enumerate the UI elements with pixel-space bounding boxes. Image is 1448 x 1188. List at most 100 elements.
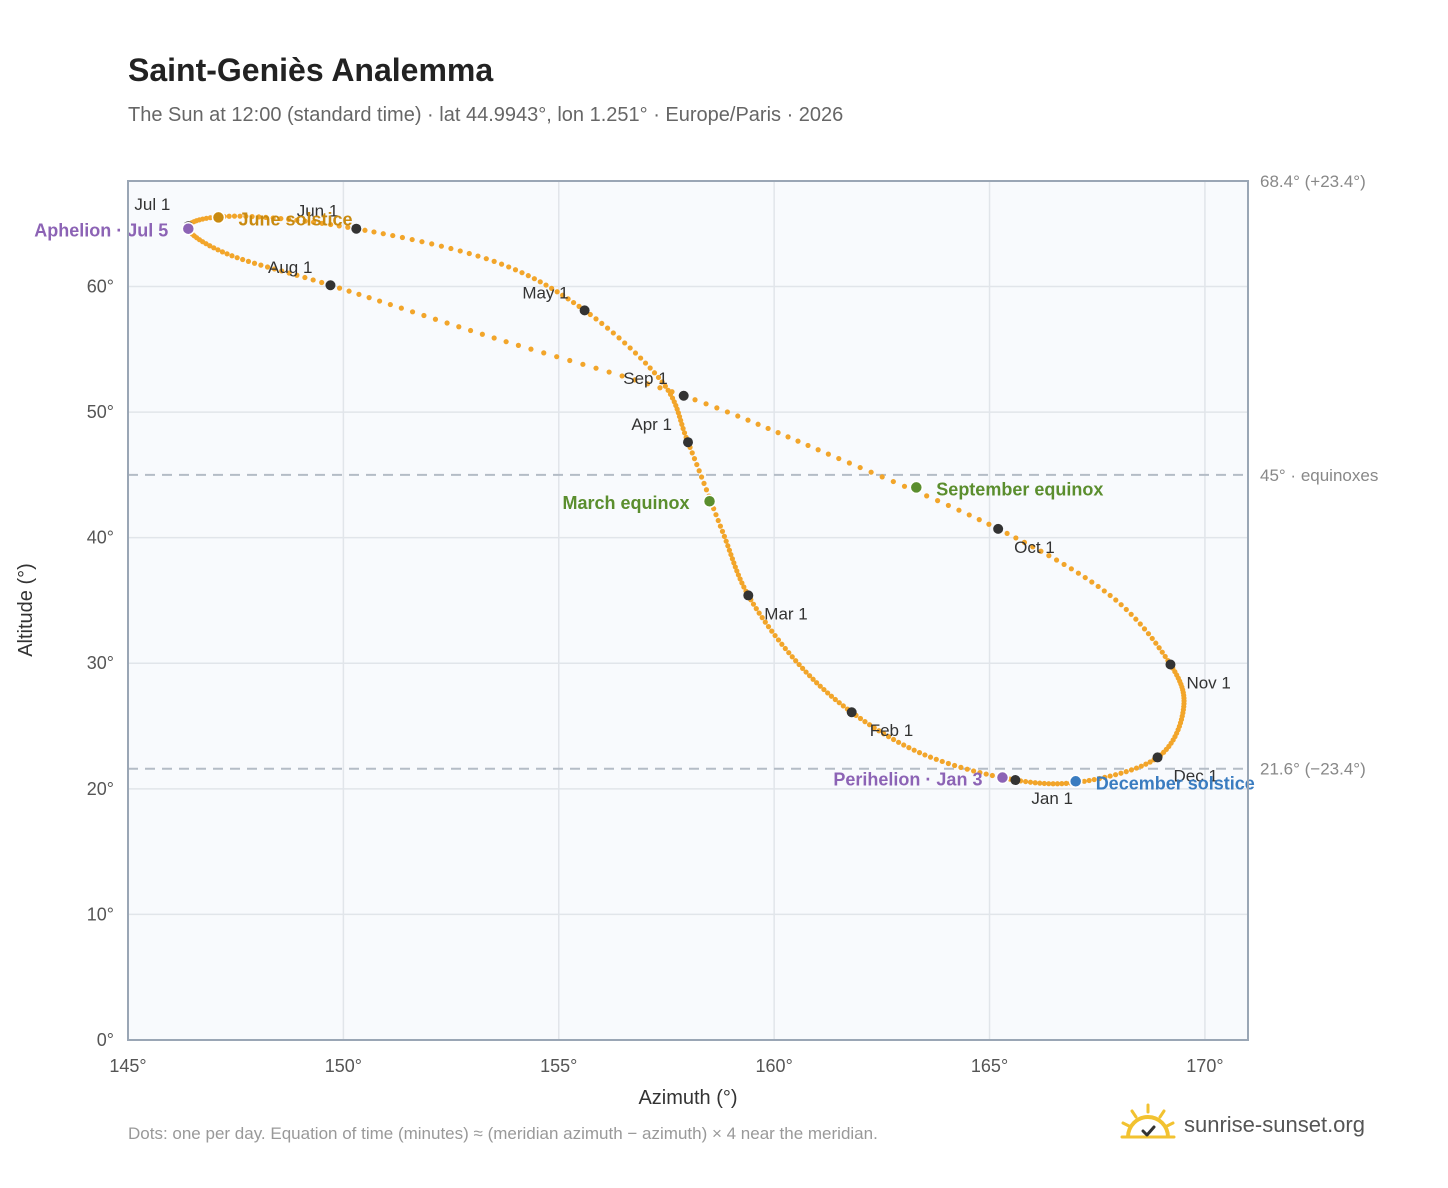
- daily-dot: [286, 270, 292, 276]
- daily-dot: [249, 213, 255, 220]
- daily-dot: [644, 381, 651, 387]
- daily-dot: [632, 377, 638, 383]
- daily-dot: [1030, 544, 1036, 550]
- daily-dot: [302, 274, 308, 281]
- daily-dot: [785, 434, 791, 440]
- daily-dot: [786, 650, 792, 656]
- daily-dot: [409, 236, 415, 243]
- daily-dot: [846, 460, 852, 466]
- daily-dot: [756, 610, 762, 616]
- daily-dot: [681, 430, 688, 436]
- reference-lines: 68.4° (+23.4°) 45° · equinoxes 21.6° (−23.…: [128, 172, 1378, 779]
- daily-dot: [606, 369, 612, 375]
- daily-dot: [1032, 780, 1038, 786]
- event-marker-label: September equinox: [936, 479, 1103, 499]
- daily-dot: [694, 461, 700, 468]
- daily-dot: [739, 580, 745, 586]
- daily-dot: [933, 756, 939, 762]
- daily-dot: [1102, 774, 1108, 780]
- daily-dot: [224, 251, 230, 257]
- daily-dot: [977, 769, 983, 776]
- plot-area: [128, 181, 1248, 1040]
- daily-dot: [398, 305, 404, 311]
- daily-dot: [1153, 640, 1159, 646]
- daily-dot: [328, 221, 334, 228]
- daily-dot: [945, 502, 951, 509]
- month-marker-label: Nov 1: [1186, 674, 1230, 693]
- daily-dot: [1037, 780, 1043, 786]
- daily-dot: [215, 247, 221, 253]
- daily-dot: [319, 220, 325, 226]
- daily-dot: [868, 469, 874, 475]
- daily-dot: [336, 223, 342, 229]
- brand[interactable]: sunrise-sunset.org: [1120, 1100, 1365, 1150]
- month-marker: [683, 437, 693, 448]
- daily-dot: [795, 438, 801, 444]
- daily-dot: [810, 676, 816, 682]
- daily-dot: [429, 241, 435, 247]
- daily-dot: [475, 253, 481, 259]
- daily-dot: [805, 442, 811, 449]
- daily-dot: [570, 299, 577, 306]
- daily-dot: [483, 256, 489, 262]
- daily-dot: [541, 350, 547, 356]
- daily-dot: [1162, 653, 1168, 660]
- daily-dot: [828, 693, 835, 699]
- brand-name[interactable]: sunrise-sunset.org: [1184, 1112, 1365, 1137]
- daily-dot: [753, 606, 759, 612]
- daily-dot: [587, 311, 593, 318]
- daily-dot: [491, 335, 497, 341]
- event-marker: [702, 494, 717, 508]
- daily-dot: [976, 517, 982, 523]
- daily-dot: [256, 214, 262, 220]
- daily-dot: [619, 373, 625, 379]
- reference-line-label: 68.4° (+23.4°): [1260, 172, 1366, 191]
- daily-dot: [814, 680, 820, 686]
- daily-dot: [825, 690, 831, 696]
- daily-dot: [879, 474, 885, 480]
- x-tick-label: 165°: [971, 1056, 1008, 1076]
- event-marker: [909, 480, 924, 495]
- event-marker: [995, 770, 1010, 785]
- daily-dot: [762, 619, 768, 625]
- daily-dot: [655, 374, 662, 381]
- daily-dot: [651, 370, 658, 376]
- daily-dot: [444, 320, 450, 326]
- daily-dot: [866, 722, 873, 728]
- daily-dot: [279, 268, 285, 274]
- daily-dot: [782, 645, 788, 652]
- daily-dot: [1046, 553, 1052, 559]
- month-marker: [678, 390, 689, 401]
- daily-dot: [922, 752, 928, 758]
- daily-dot: [741, 584, 747, 590]
- daily-dot: [1046, 781, 1052, 787]
- daily-dot: [890, 478, 896, 485]
- daily-dot: [840, 703, 846, 709]
- daily-dot: [1113, 597, 1119, 603]
- daily-dot: [1061, 561, 1067, 568]
- daily-dot: [647, 365, 653, 371]
- daily-dot: [294, 272, 300, 278]
- event-marker: [211, 210, 226, 225]
- daily-dot: [724, 409, 731, 415]
- daily-dot: [467, 327, 474, 334]
- event-marker-label: March equinox: [563, 493, 690, 513]
- daily-dot: [1101, 588, 1107, 594]
- daily-dot: [703, 401, 709, 407]
- daily-dot: [1107, 773, 1113, 779]
- daily-dot: [775, 430, 781, 436]
- daily-dot: [890, 736, 897, 743]
- x-tick-label: 145°: [109, 1056, 146, 1076]
- daily-dot: [857, 715, 864, 722]
- daily-dot: [491, 258, 497, 264]
- month-marker-label: Feb 1: [870, 721, 913, 740]
- daily-dot: [659, 379, 665, 385]
- daily-dot: [1123, 606, 1129, 613]
- month-marker: [743, 590, 754, 601]
- daily-dot: [1004, 530, 1010, 537]
- daily-dot: [901, 483, 908, 489]
- daily-dot: [970, 768, 977, 774]
- daily-dot: [432, 316, 439, 322]
- daily-dot: [836, 700, 842, 706]
- month-marker-label: Aug 1: [268, 258, 312, 277]
